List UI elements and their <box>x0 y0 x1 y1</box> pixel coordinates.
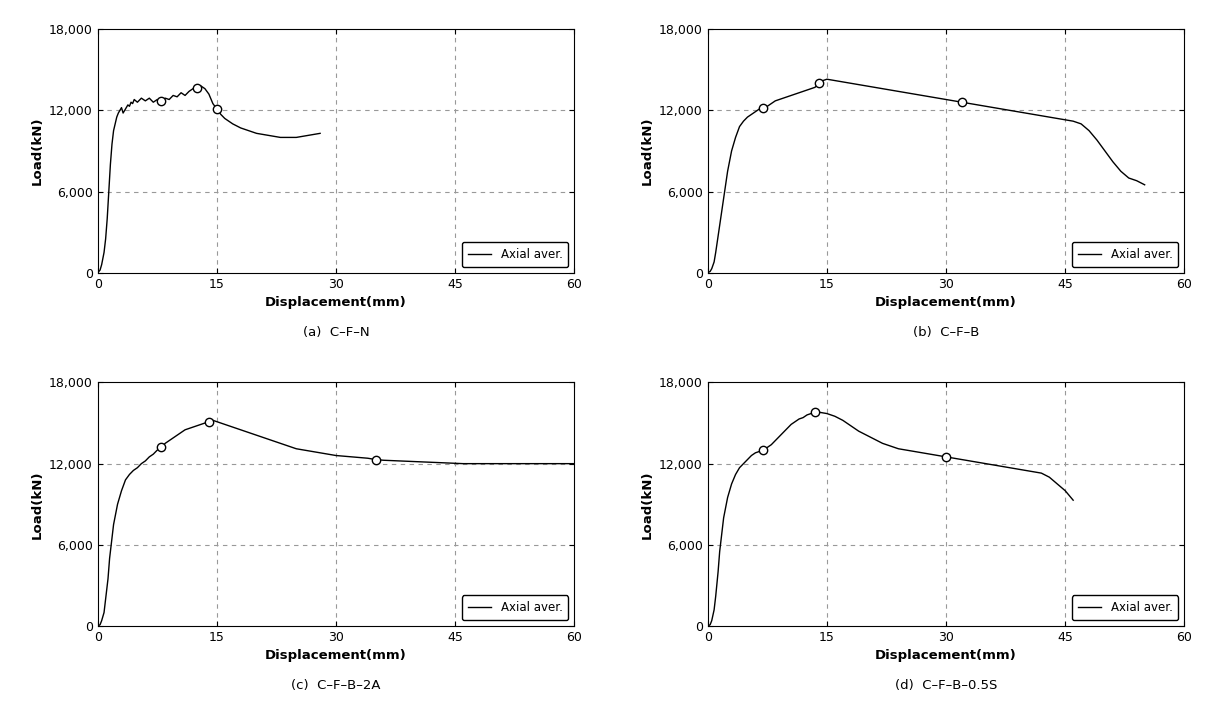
Axial aver. <box>1050 480 1065 488</box>
Line: Axial aver.: Axial aver. <box>98 86 320 273</box>
Legend: Axial aver.: Axial aver. <box>462 242 569 267</box>
Axial aver. <box>112 106 127 115</box>
X-axis label: Displacement(mm): Displacement(mm) <box>265 296 407 309</box>
Axial aver. <box>210 105 225 114</box>
Axial aver. <box>90 622 105 630</box>
Legend: Axial aver.: Axial aver. <box>462 596 569 620</box>
Axial aver. <box>819 75 834 84</box>
Title: (a)  C–F–N: (a) C–F–N <box>303 326 369 339</box>
Legend: Axial aver.: Axial aver. <box>1072 242 1178 267</box>
Title: (c)  C–F–B–2A: (c) C–F–B–2A <box>292 679 381 692</box>
Y-axis label: Load(kN): Load(kN) <box>31 470 44 539</box>
Axial aver. <box>503 459 518 468</box>
Axial aver. <box>1066 116 1081 125</box>
Axial aver. <box>744 451 758 460</box>
Axial aver. <box>369 455 383 464</box>
Y-axis label: Load(kN): Load(kN) <box>641 116 653 185</box>
Y-axis label: Load(kN): Load(kN) <box>31 116 44 185</box>
Axial aver. <box>791 415 806 424</box>
X-axis label: Displacement(mm): Displacement(mm) <box>875 296 1017 309</box>
Axial aver. <box>154 443 168 452</box>
Legend: Axial aver.: Axial aver. <box>1072 596 1178 620</box>
Axial aver. <box>297 132 311 141</box>
Axial aver. <box>249 129 264 138</box>
Axial aver. <box>90 269 105 277</box>
Axial aver. <box>100 574 115 583</box>
Axial aver. <box>788 90 802 98</box>
Axial aver. <box>205 416 220 424</box>
Line: Axial aver.: Axial aver. <box>98 420 574 626</box>
Axial aver. <box>115 103 129 112</box>
Axial aver. <box>759 443 774 452</box>
X-axis label: Displacement(mm): Displacement(mm) <box>265 649 407 662</box>
Line: Axial aver.: Axial aver. <box>708 412 1073 626</box>
Title: (b)  C–F–B: (b) C–F–B <box>913 326 979 339</box>
Y-axis label: Load(kN): Load(kN) <box>641 470 653 539</box>
Axial aver. <box>138 456 153 465</box>
Axial aver. <box>807 408 822 416</box>
Title: (d)  C–F–B–0.5S: (d) C–F–B–0.5S <box>895 679 998 692</box>
Axial aver. <box>313 129 327 138</box>
Axial aver. <box>194 82 209 90</box>
Line: Axial aver.: Axial aver. <box>708 79 1144 273</box>
Axial aver. <box>1137 181 1151 189</box>
Axial aver. <box>701 269 716 277</box>
Axial aver. <box>189 84 204 92</box>
Axial aver. <box>186 423 200 432</box>
Axial aver. <box>701 622 716 630</box>
X-axis label: Displacement(mm): Displacement(mm) <box>875 649 1017 662</box>
Axial aver. <box>567 459 581 468</box>
Axial aver. <box>1050 114 1065 123</box>
Axial aver. <box>860 82 874 90</box>
Axial aver. <box>1002 463 1017 472</box>
Axial aver. <box>1089 135 1104 144</box>
Axial aver. <box>756 103 770 112</box>
Axial aver. <box>828 412 842 421</box>
Axial aver. <box>1066 496 1081 505</box>
